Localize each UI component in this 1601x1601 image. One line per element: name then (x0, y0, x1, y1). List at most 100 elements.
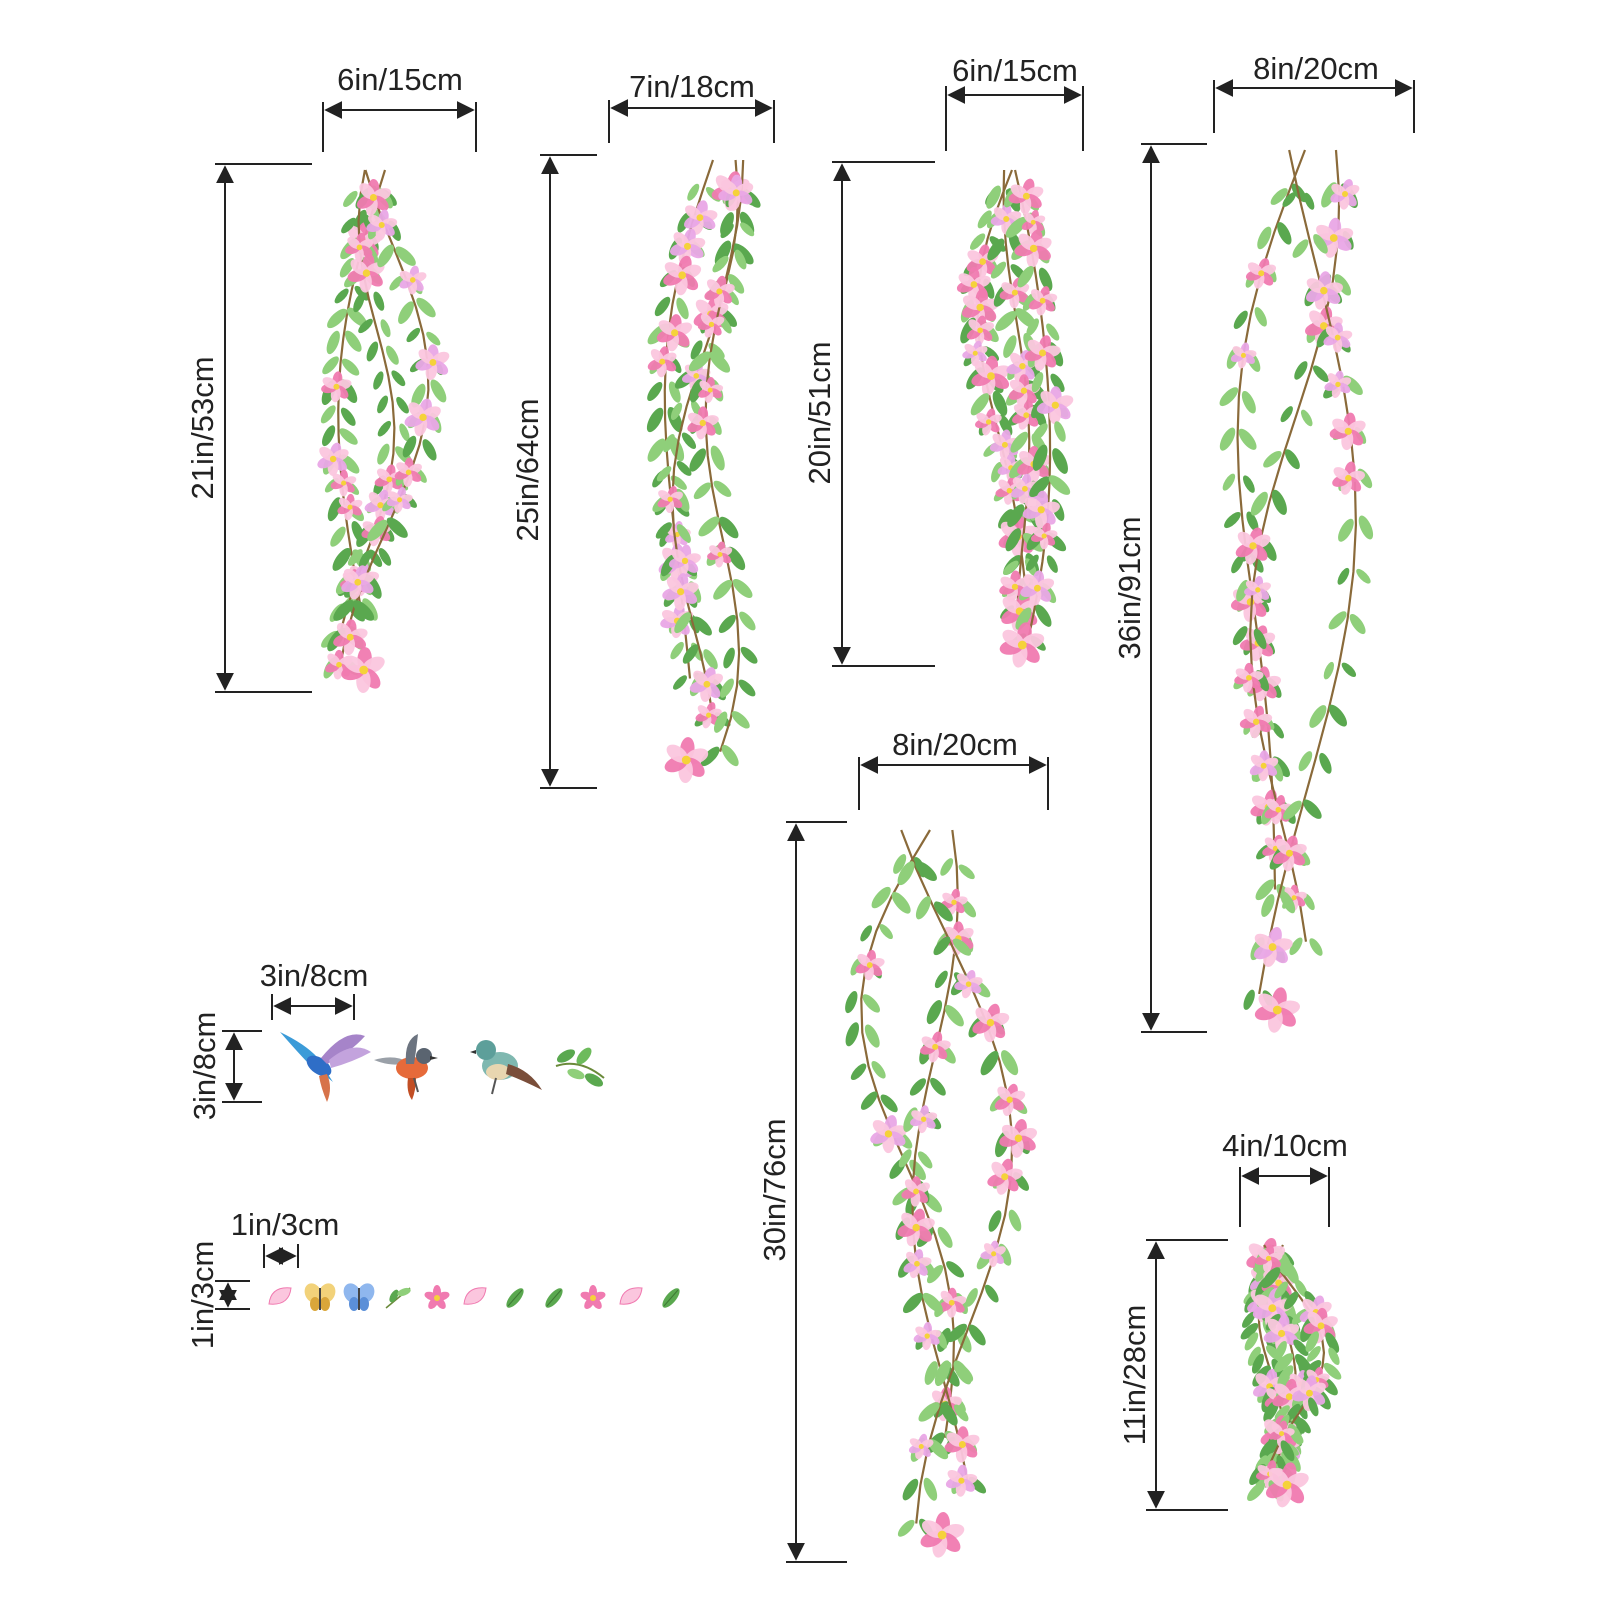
leaf-icon (341, 217, 356, 234)
flower-icon (1244, 575, 1271, 604)
vine6-sticker (1240, 1237, 1342, 1508)
leaf-icon (917, 1151, 933, 1169)
leaf-icon (934, 1360, 951, 1387)
flower-icon (1272, 835, 1307, 872)
vine5-width-label: 8in/20cm (892, 727, 1018, 762)
vine2-sticker (646, 159, 761, 783)
leaf-icon (986, 185, 1001, 209)
leaf-icon (713, 711, 728, 733)
leaf-icon (1001, 1050, 1019, 1076)
leaf-icon (1261, 894, 1275, 917)
butterfly-icon (304, 1283, 336, 1311)
leaf-icon (1284, 449, 1300, 470)
vine3-sticker (956, 169, 1074, 668)
leaf-icon (358, 550, 371, 569)
flower-icon (347, 253, 385, 293)
flower-icon (1281, 884, 1307, 911)
leaf-icon (1253, 628, 1267, 650)
leaf-icon (378, 548, 392, 566)
leaf-icon (327, 497, 342, 522)
leaf-icon (930, 1077, 946, 1096)
flower-icon (1254, 927, 1293, 967)
leaf-icon (933, 901, 953, 922)
leaf-icon (344, 330, 362, 352)
leaf-icon (320, 405, 336, 424)
leaf-icon (937, 1226, 953, 1248)
leaf-icon (1026, 318, 1039, 336)
vine5-height-dimension: 30in/76cm (757, 821, 847, 1563)
leaf-icon (714, 240, 732, 266)
leaf-icon (871, 1060, 886, 1079)
flower-icon (669, 544, 701, 577)
leaf-icon (1035, 604, 1052, 627)
leaf-icon (1259, 1439, 1276, 1459)
leaf-icon (545, 1288, 563, 1308)
leaf-icon (690, 340, 703, 360)
leaf-icon (422, 439, 437, 461)
leaf-icon (430, 379, 447, 403)
leaf-icon (918, 1402, 940, 1422)
leaf-icon (386, 517, 408, 538)
leaf-icon (718, 614, 736, 633)
leaf-icon (1242, 1311, 1256, 1328)
leaf-icon (1286, 1403, 1301, 1421)
leaf-icon (1241, 390, 1256, 414)
leaf-icon (946, 1261, 965, 1278)
leaf-icon (713, 579, 733, 600)
flower-icon (966, 315, 995, 346)
leaf-icon (1277, 222, 1292, 245)
leaf-icon (402, 435, 417, 458)
leaf-icon (1323, 661, 1334, 680)
leaf-icon (1272, 722, 1284, 739)
leaf-icon (1005, 528, 1022, 552)
flower-icon (994, 1083, 1026, 1117)
leaf-icon (709, 351, 731, 373)
leaf-icon (1271, 489, 1287, 515)
leaf-icon (850, 958, 862, 976)
vine4-width-dimension: 8in/20cm (1213, 51, 1415, 133)
flower-icon (945, 1464, 978, 1497)
leaf-icon (991, 462, 1003, 483)
leaf-icon (689, 448, 707, 472)
leaf-icon (720, 678, 734, 698)
petal-icon (619, 1287, 643, 1305)
leaf-icon (1255, 879, 1275, 901)
leaf-icon (1240, 1323, 1259, 1340)
leaf-icon (1304, 192, 1315, 210)
flower-icon (920, 1031, 951, 1063)
flower-icon (1330, 179, 1360, 210)
vine1-sticker (317, 169, 450, 693)
leaf-icon (970, 393, 990, 416)
leaf-icon (1002, 560, 1019, 576)
leaf-icon (1297, 1417, 1311, 1434)
leaf-icon (339, 428, 358, 445)
leaf-icon (366, 341, 379, 362)
flower-icon (1291, 1375, 1326, 1412)
flower-icon (910, 1105, 938, 1134)
leaf-icon (689, 379, 703, 403)
leaf-icon (1050, 373, 1065, 392)
leaf-icon (1236, 579, 1249, 602)
leaf-icon (902, 1478, 919, 1501)
small-height-label: 1in/3cm (185, 1241, 220, 1350)
flower-icon (972, 1003, 1010, 1043)
leaf-icon (710, 445, 725, 471)
leaf-icon (1219, 427, 1236, 451)
vine6-width-label: 4in/10cm (1222, 1128, 1348, 1163)
flower-icon (1028, 286, 1058, 316)
leaf-icon (926, 1000, 943, 1025)
flower-icon (698, 376, 724, 404)
leaf-icon (1008, 1209, 1022, 1232)
flower-icon (1324, 370, 1352, 399)
leaf-icon (992, 390, 1008, 416)
leaf-icon (1233, 310, 1248, 329)
vine3-height-dimension: 20in/51cm (802, 161, 935, 667)
leaf-icon (1328, 704, 1347, 727)
flower-icon (684, 200, 718, 235)
leaf-icon (1257, 226, 1272, 250)
leaf-icon (1303, 799, 1322, 819)
blue-butterfly-icon (343, 1283, 375, 1311)
leaf-icon (663, 434, 675, 453)
leaf-icon (1251, 1353, 1264, 1374)
hummingbird-icon (280, 1032, 371, 1102)
